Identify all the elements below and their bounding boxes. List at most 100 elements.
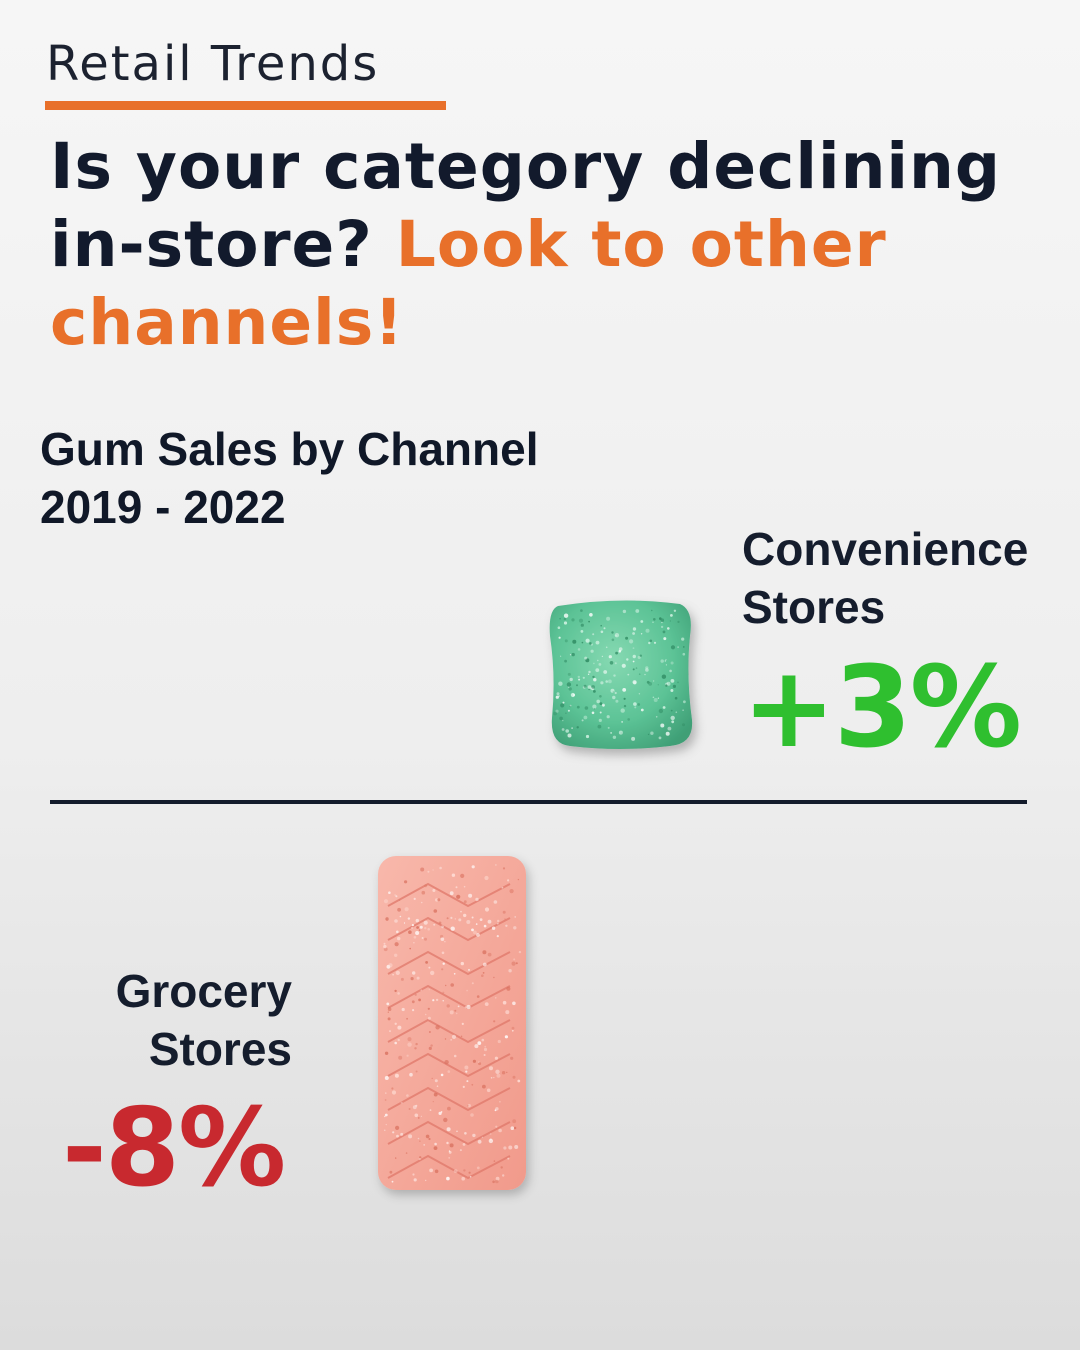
gum-texture-speck [681,637,685,641]
headline: Is your category declining in-store? Loo… [50,128,1040,362]
gum-texture-speck [384,1076,389,1080]
gum-texture-speck [660,618,665,622]
gum-texture-speck [567,672,571,676]
gum-texture-speck [557,626,561,629]
gum-texture-speck [507,879,510,882]
gum-texture-speck [383,942,386,945]
eyebrow-label: Retail Trends [46,36,380,92]
gum-texture-speck [491,926,496,930]
gum-texture-speck [671,720,675,724]
gum-texture-speck [591,685,595,689]
gum-texture-speck [670,715,675,721]
gum-texture-speck [492,1180,495,1184]
gum-texture-speck [618,730,623,735]
gum-texture-speck [627,673,630,676]
gum-texture-speck [413,942,415,944]
gum-texture-speck [564,639,568,643]
gum-texture-speck [489,1138,492,1141]
gum-texture-speck [587,673,590,675]
chart-title-block: Gum Sales by Channel 2019 - 2022 [40,420,538,536]
gum-texture-speck [414,993,417,996]
gum-texture-speck [615,651,618,655]
gum-texture-speck [677,620,680,623]
gum-texture-speck [590,649,594,653]
gum-texture-speck [589,613,593,617]
gum-texture-speck [569,704,572,707]
gum-texture-speck [394,942,399,947]
gum-texture-speck [409,1072,413,1077]
gum-texture-speck [506,986,511,991]
gum-texture-speck [395,970,400,975]
gum-texture-speck [567,686,570,689]
gum-texture-speck [515,962,518,965]
gum-texture-speck [442,962,445,965]
gum-texture-speck [665,664,667,666]
gum-texture-speck [517,878,520,881]
gum-texture-speck [506,1071,508,1073]
gum-texture-speck [433,1146,438,1150]
gum-texture-speck [482,972,485,974]
gum-texture-speck [645,628,650,633]
gum-texture-speck [440,937,445,941]
gum-texture-speck [629,639,634,644]
gum-texture-speck [413,936,417,939]
gum-texture-speck [446,1127,451,1132]
gum-texture-speck [386,1002,390,1006]
gum-texture-speck [584,656,588,660]
gum-texture-speck [674,696,678,700]
gum-texture-speck [639,654,642,657]
gum-texture-speck [451,873,456,877]
gum-texture-speck [464,1065,469,1070]
gum-texture-speck [421,937,424,939]
gum-texture-speck [424,927,427,930]
gum-texture-speck [638,693,641,695]
gum-texture-speck [567,709,570,712]
gum-texture-speck [427,928,430,931]
gum-texture-speck [596,699,600,704]
gum-texture-speck [652,696,655,699]
gum-texture-speck [670,689,674,692]
gum-texture-speck [621,721,623,723]
gum-texture-speck [412,1009,415,1012]
gum-texture-speck [583,684,587,688]
gum-texture-speck [499,1100,501,1103]
gum-texture-speck [462,1085,465,1088]
gum-texture-speck [408,1108,411,1110]
gum-texture-speck [601,655,604,658]
gum-texture-speck [415,1070,418,1073]
gum-texture-speck [466,1080,469,1083]
gum-texture-speck [658,736,662,740]
gum-texture-speck [650,731,654,735]
gum-texture-speck [453,1169,458,1173]
gum-texture-speck [433,923,436,926]
gum-texture-speck [633,702,637,706]
gum-texture-speck [450,926,455,931]
gum-texture-speck [404,907,409,912]
gum-texture-speck [407,1037,412,1042]
gum-groove-line [387,916,511,942]
gum-texture-speck [453,973,456,975]
gum-texture-speck [495,1176,500,1181]
gum-texture-speck [432,999,435,1002]
gum-texture-speck [401,1007,405,1012]
gum-texture-speck [495,1125,498,1128]
gum-texture-speck [637,655,641,659]
gum-texture-speck [489,1066,493,1071]
gum-texture-speck [418,929,421,931]
gum-texture-speck [509,889,514,894]
gum-texture-speck [559,617,561,620]
gum-texture-speck [600,624,602,627]
gum-texture-speck [383,944,387,949]
gum-texture-speck [397,1038,400,1042]
gum-texture-speck [599,702,603,705]
gum-texture-speck [510,1126,515,1130]
gum-texture-speck [391,1180,394,1183]
gum-texture-speck [461,1176,465,1181]
gum-texture-speck [493,900,498,904]
gum-texture-speck [468,968,470,971]
gum-texture-speck [454,1009,457,1012]
gum-texture-speck [588,688,590,691]
gum-texture-speck [431,1077,433,1080]
gum-texture-speck [560,703,565,708]
gum-texture-speck [474,1044,479,1049]
